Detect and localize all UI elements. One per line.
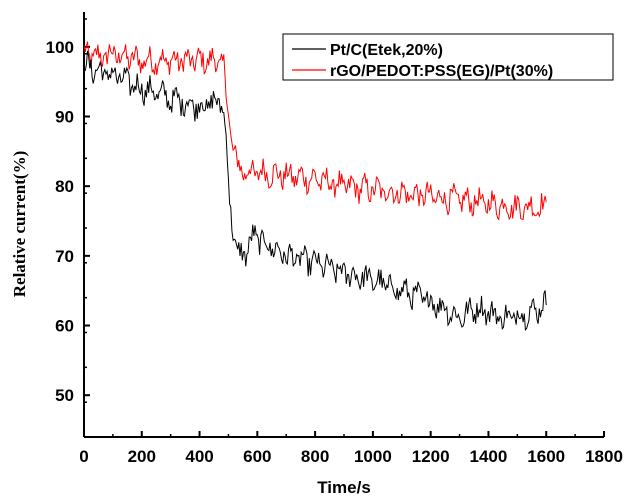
plot-area: 50 60 70 80 90 100 0 200 400 600 800 1000 1200 1400 1… [46,12,623,466]
x-tick-label: 1800 [585,447,623,466]
series-line-0 [83,50,547,331]
series-line-1 [83,41,547,221]
x-tick-label: 1000 [354,447,392,466]
y-ticks: 50 60 70 80 90 100 [46,18,90,438]
legend-label-rgo-pedot: rGO/PEDOT:PSS(EG)/Pt(30%) [330,63,553,80]
y-tick-label: 80 [55,177,74,196]
y-tick-label: 60 [55,317,74,336]
x-tick-label: 200 [128,447,156,466]
x-tick-label: 1400 [470,447,508,466]
legend-box [282,33,614,81]
x-tick-label: 600 [243,447,271,466]
x-tick-label: 1600 [527,447,565,466]
y-tick-label: 70 [55,247,74,266]
y-tick-label: 100 [46,38,74,57]
y-tick-label: 90 [55,108,74,127]
series-layer [83,41,547,331]
x-axis-title: Time/s [317,478,371,497]
legend-label-pt-c: Pt/C(Etek,20%) [330,42,443,59]
y-tick-label: 50 [55,386,74,405]
x-tick-label: 400 [185,447,213,466]
x-tick-label: 800 [301,447,329,466]
y-axis-title: Relative current(%) [10,151,29,298]
x-ticks: 0 200 400 600 800 1000 1200 1400 1600 1800 [79,431,623,466]
legend: Pt/C(Etek,20%) rGO/PEDOT:PSS(EG)/Pt(30%) [282,33,614,81]
x-tick-label: 1200 [412,447,450,466]
x-tick-label: 0 [79,447,88,466]
